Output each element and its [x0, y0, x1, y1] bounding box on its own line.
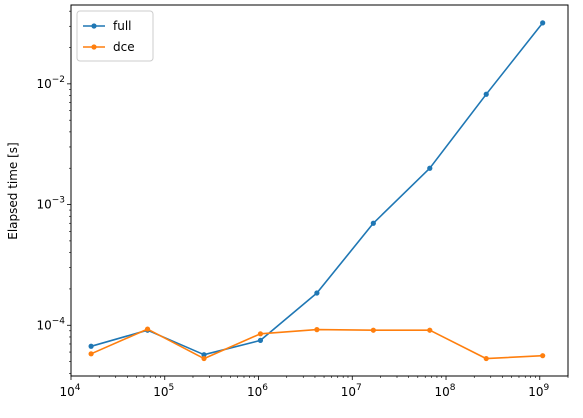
data-point-full [88, 343, 94, 349]
data-point-dce [483, 355, 489, 362]
series-layer [88, 20, 546, 362]
y-tick-label: 10−2 [36, 75, 65, 91]
x-tick-label: 106 [247, 383, 268, 399]
plot-area [70, 4, 569, 377]
x-tick-label: 109 [528, 383, 549, 399]
y-tick-exponent: −2 [52, 75, 65, 85]
data-point-dce [88, 351, 94, 357]
y-tick-base: 10 [36, 198, 51, 212]
legend: full dce [76, 10, 154, 62]
data-point-full [483, 91, 489, 97]
data-point-dce [540, 353, 546, 359]
data-point-full [370, 220, 376, 226]
data-point-full [540, 20, 546, 26]
data-point-full [257, 337, 264, 343]
x-tick-label: 108 [435, 383, 456, 399]
legend-marker-dce [91, 44, 97, 50]
x-tick-exponent: 8 [450, 383, 456, 393]
x-tick-exponent: 5 [169, 383, 175, 393]
legend-label-dce: dce [113, 40, 135, 54]
data-point-dce [257, 331, 264, 337]
data-point-full [427, 165, 433, 171]
x-tick-exponent: 9 [544, 383, 550, 393]
legend-label-full: full [113, 19, 132, 33]
x-tick-label: 107 [341, 383, 362, 399]
y-tick-base: 10 [36, 318, 51, 332]
y-axis-label: Elapsed time [s] [6, 142, 20, 240]
x-tick-base: 10 [528, 385, 543, 399]
legend-marker-full [91, 23, 97, 29]
x-tick-label: 105 [153, 383, 174, 399]
data-point-dce [314, 327, 320, 333]
x-tick-base: 10 [341, 385, 356, 399]
x-tick-base: 10 [153, 385, 168, 399]
x-tick-base: 10 [59, 385, 74, 399]
data-point-dce [370, 327, 376, 333]
data-point-dce [427, 327, 433, 333]
x-tick-exponent: 6 [262, 383, 268, 393]
y-tick-exponent: −4 [52, 316, 66, 326]
x-tick-label: 104 [59, 383, 80, 399]
x-tick-base: 10 [247, 385, 262, 399]
data-point-dce [144, 326, 151, 332]
data-point-dce [201, 355, 207, 362]
y-tick-exponent: −3 [52, 196, 65, 206]
y-tick-label: 10−3 [36, 196, 65, 212]
y-tick-base: 10 [36, 77, 51, 91]
x-tick-exponent: 7 [356, 383, 362, 393]
y-tick-label: 10−4 [36, 316, 65, 332]
x-tick-exponent: 4 [75, 383, 81, 393]
x-tick-base: 10 [435, 385, 450, 399]
data-point-full [314, 290, 320, 296]
data-point-full [201, 352, 207, 358]
